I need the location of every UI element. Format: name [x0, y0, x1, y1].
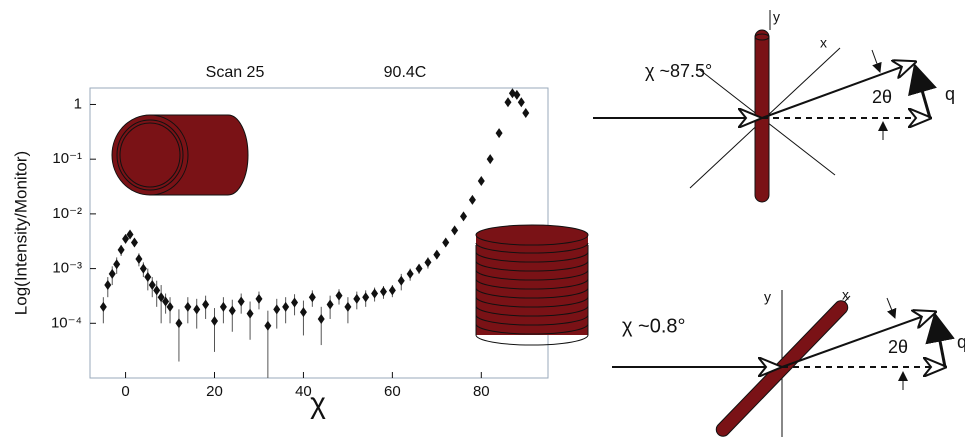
data-point	[517, 97, 525, 108]
data-point	[291, 297, 299, 308]
data-point	[104, 280, 112, 291]
data-point	[113, 259, 121, 270]
data-point	[415, 263, 423, 274]
data-point	[371, 288, 379, 299]
data-point	[326, 299, 334, 310]
data-point	[237, 296, 245, 307]
data-point	[379, 286, 387, 297]
x-tick-label: 0	[121, 383, 129, 400]
data-point	[317, 313, 325, 324]
data-point	[442, 237, 450, 248]
data-point	[117, 244, 125, 255]
data-point	[477, 175, 485, 186]
y-axis-label: Log(Intensity/Monitor)	[11, 151, 30, 315]
angle-label: 2θ	[888, 337, 908, 357]
data-point	[99, 301, 107, 312]
data-point	[157, 292, 165, 303]
data-point	[184, 301, 192, 312]
data-point	[344, 301, 352, 312]
data-point	[130, 237, 138, 248]
data-point	[460, 211, 468, 222]
data-point	[424, 257, 432, 268]
q-label: q	[957, 332, 965, 352]
data-point	[166, 301, 174, 312]
annotation: 90.4C	[384, 64, 427, 81]
data-point	[495, 128, 503, 139]
data-point	[513, 89, 521, 100]
data-point	[486, 154, 494, 165]
data-point	[139, 263, 147, 274]
annotation: Scan 25	[206, 64, 265, 81]
data-point	[388, 285, 396, 296]
data-point	[144, 272, 152, 283]
y-tick-label: 10⁻²	[52, 205, 82, 222]
data-point	[308, 292, 316, 303]
axis-label: x	[820, 35, 827, 51]
axis-label: y	[764, 289, 771, 305]
data-point	[504, 97, 512, 108]
data-point	[219, 301, 227, 312]
data-point	[126, 229, 134, 240]
chi-label: χ ~87.5°	[645, 61, 712, 81]
data-point	[255, 293, 263, 304]
data-point	[135, 253, 143, 264]
data-point	[397, 275, 405, 286]
angle-label: 2θ	[872, 87, 892, 107]
data-point	[362, 292, 370, 303]
x-tick-label: 80	[473, 383, 490, 400]
chi-label: χ ~0.8°	[622, 315, 686, 337]
data-point	[122, 233, 130, 244]
axis-label: x	[842, 287, 849, 303]
x-tick-label: 60	[384, 383, 401, 400]
diagram-bottom: χ ~0.8° y x 2θ q	[612, 287, 965, 437]
data-point	[202, 299, 210, 310]
diagram-top: χ ~87.5° y x 2θ q	[593, 9, 955, 203]
data-point	[353, 293, 361, 304]
data-point	[406, 268, 414, 279]
data-point	[211, 316, 219, 327]
data-point	[153, 285, 161, 296]
data-point	[175, 318, 183, 329]
data-point	[468, 194, 476, 205]
data-point	[451, 225, 459, 236]
data-point	[228, 305, 236, 316]
q-label: q	[945, 84, 955, 104]
axis-label: y	[773, 9, 780, 25]
x-tick-label: 40	[295, 383, 312, 400]
y-tick-label: 10⁻¹	[52, 150, 82, 167]
data-point	[108, 268, 116, 279]
data-point	[282, 301, 290, 312]
data-point	[264, 320, 272, 331]
y-tick-label: 1	[74, 95, 82, 112]
data-point	[193, 304, 201, 315]
y-tick-label: 10⁻⁴	[51, 314, 82, 331]
rod-icon	[111, 114, 249, 196]
data-point	[246, 308, 254, 319]
data-point	[522, 107, 530, 118]
data-point	[299, 307, 307, 318]
x-axis-label: χ	[310, 387, 326, 420]
disk-stack-icon	[475, 224, 589, 346]
data-point	[335, 290, 343, 301]
data-point	[162, 296, 170, 307]
y-tick-label: 10⁻³	[52, 260, 82, 277]
data-point	[273, 304, 281, 315]
data-point	[433, 249, 441, 260]
data-point	[148, 280, 156, 291]
x-tick-label: 20	[206, 383, 223, 400]
